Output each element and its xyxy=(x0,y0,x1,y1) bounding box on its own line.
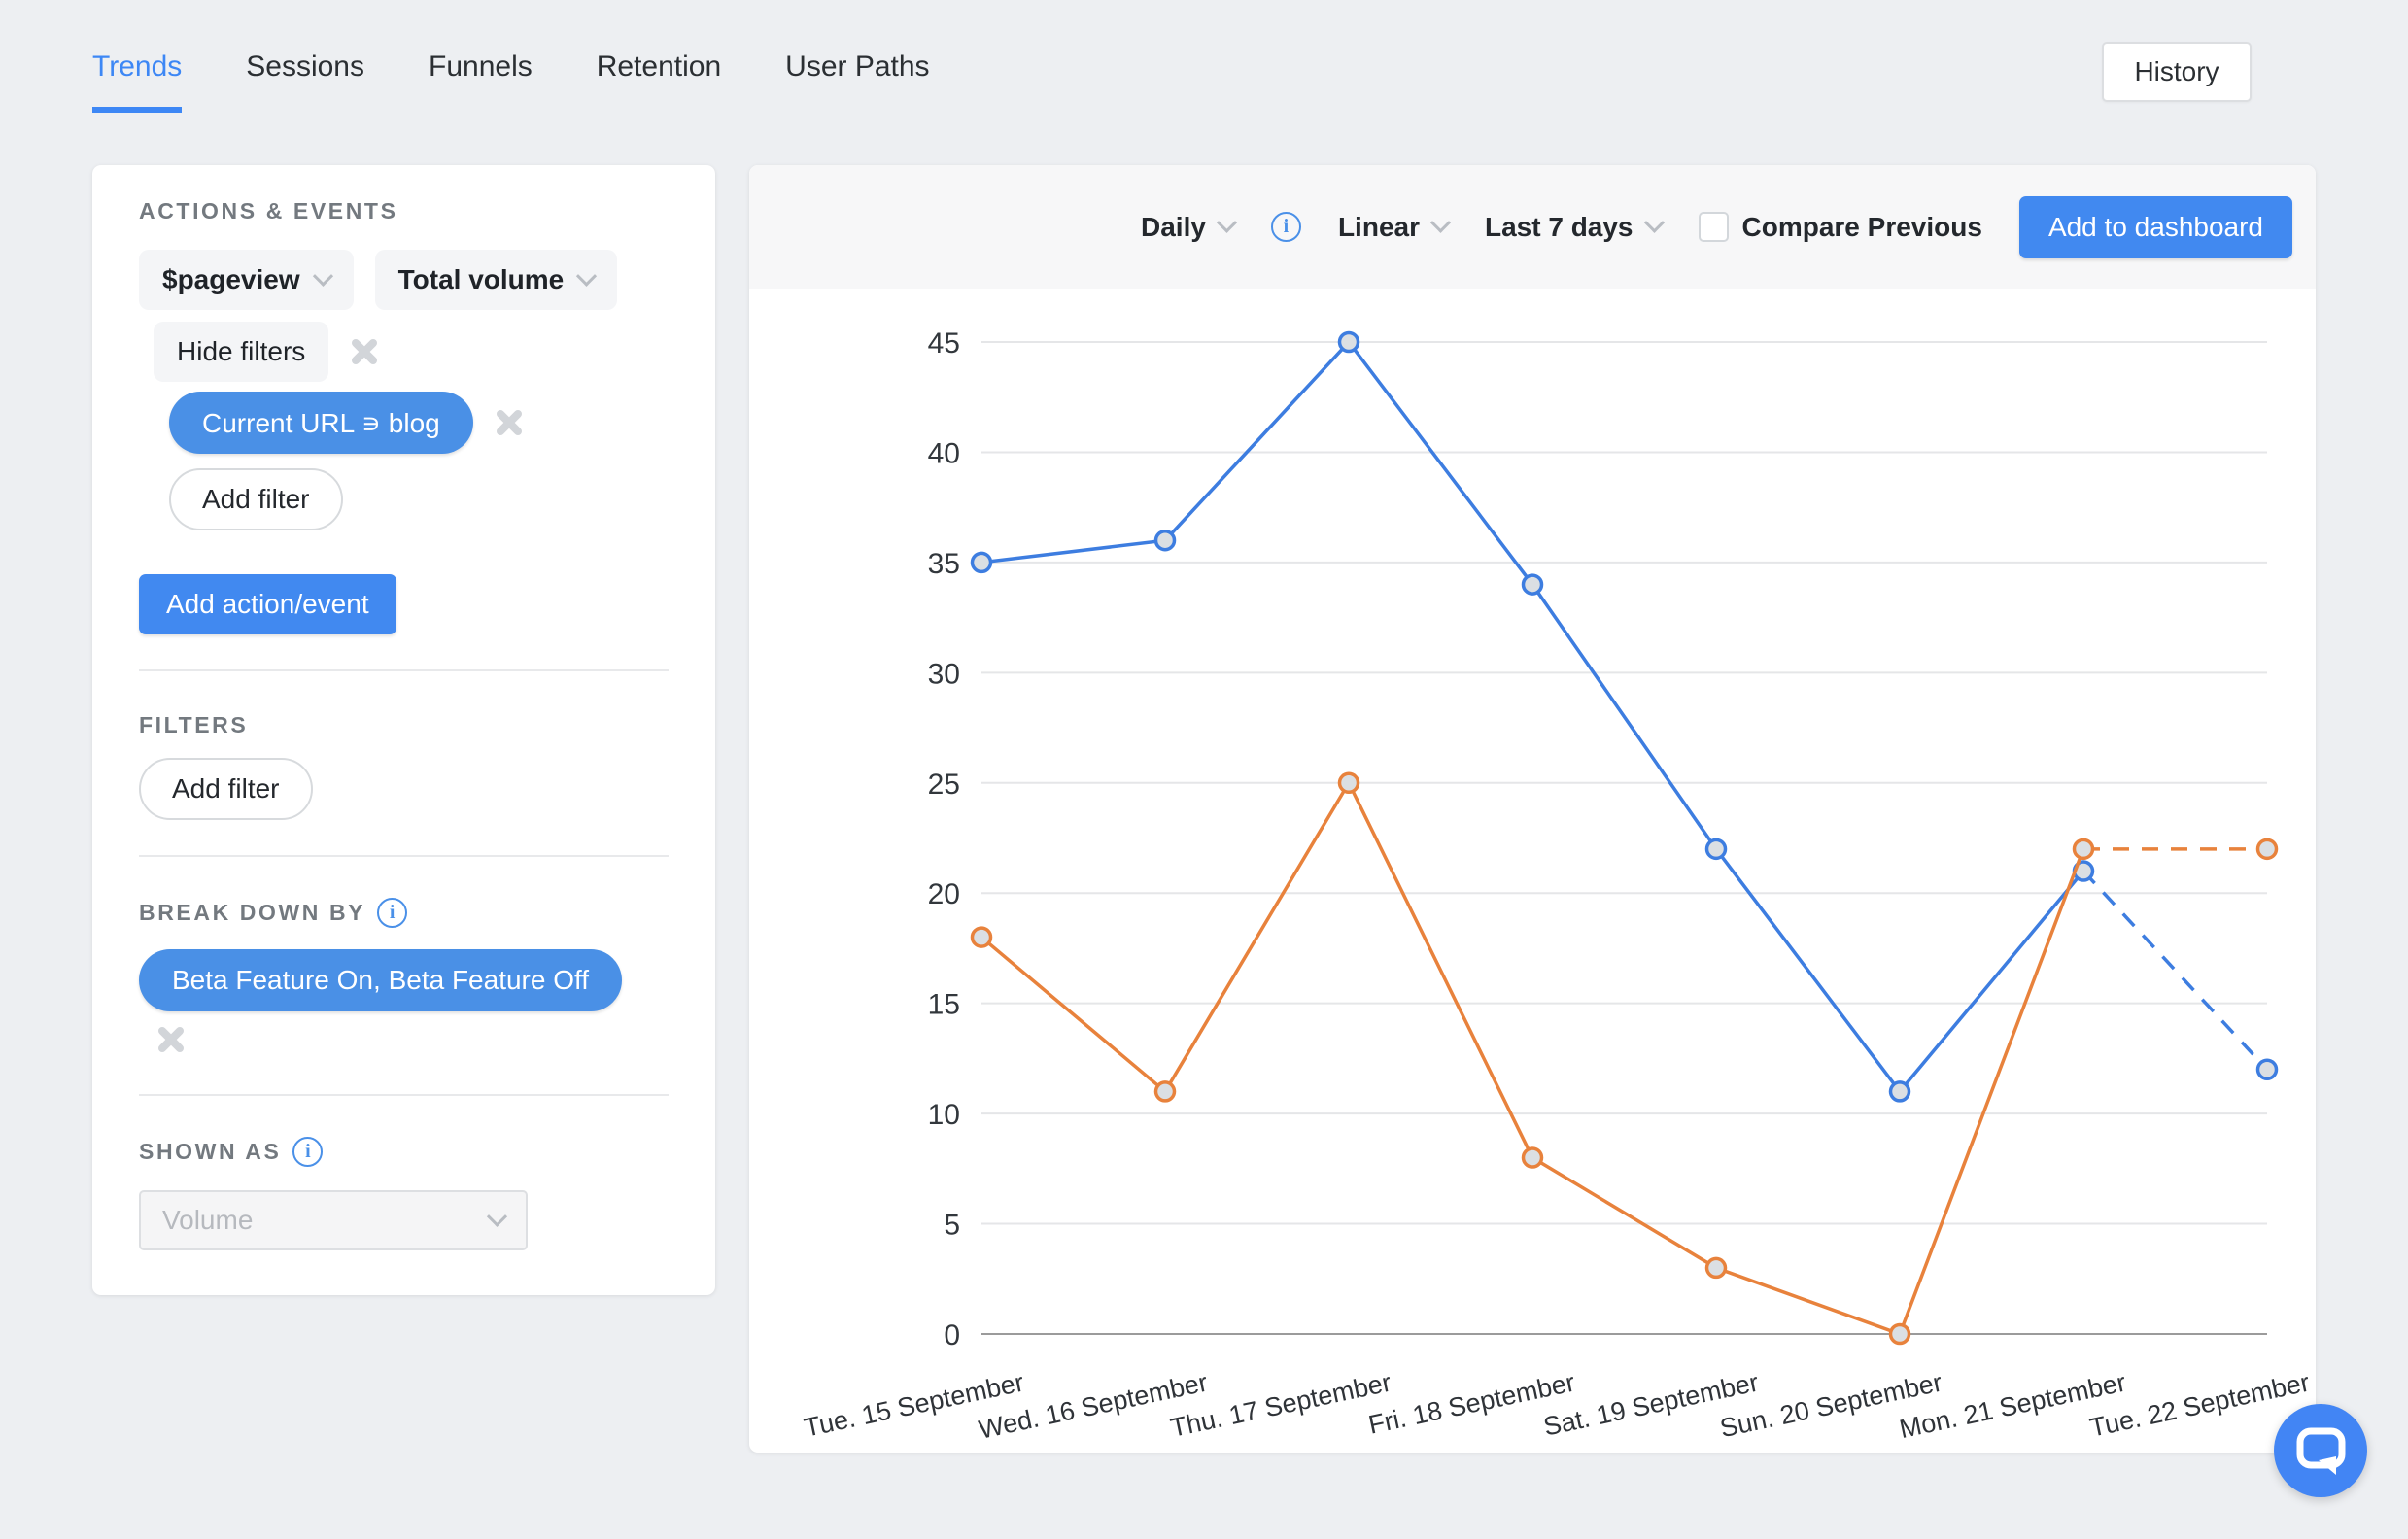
url-filter-pill[interactable]: Current URL ∍ blog xyxy=(169,392,473,454)
query-builder-panel: ACTIONS & EVENTS $pageview Total volume … xyxy=(92,165,715,1295)
main-nav: Trends Sessions Funnels Retention User P… xyxy=(92,51,930,113)
svg-text:10: 10 xyxy=(928,1099,960,1131)
shown-as-heading: SHOWN AS i xyxy=(139,1137,669,1167)
volume-select[interactable]: Total volume xyxy=(374,250,618,310)
display-mode-value: Linear xyxy=(1337,211,1420,242)
remove-event-icon[interactable] xyxy=(350,337,379,366)
volume-select-value: Total volume xyxy=(397,264,565,294)
hide-filters-toggle[interactable]: Hide filters xyxy=(154,322,329,382)
svg-text:30: 30 xyxy=(928,658,960,690)
chevron-down-icon xyxy=(576,265,598,287)
date-range-value: Last 7 days xyxy=(1484,211,1634,242)
close-icon xyxy=(158,1027,184,1052)
event-add-filter-button[interactable]: Add filter xyxy=(169,468,343,530)
event-select-value: $pageview xyxy=(162,264,300,294)
add-to-dashboard-button[interactable]: Add to dashboard xyxy=(2018,195,2292,258)
svg-text:15: 15 xyxy=(928,989,960,1021)
add-action-event-button[interactable]: Add action/event xyxy=(139,574,396,634)
remove-breakdown-icon[interactable] xyxy=(156,1025,186,1054)
compare-previous-label: Compare Previous xyxy=(1741,211,1982,242)
shown-as-value: Volume xyxy=(162,1205,254,1235)
info-icon[interactable]: i xyxy=(1270,212,1301,242)
divider xyxy=(139,855,669,857)
chart-toolbar: Daily i Linear Last 7 days Compare Previ… xyxy=(749,165,2316,289)
chevron-down-icon xyxy=(312,265,333,287)
interval-select[interactable]: Daily xyxy=(1141,211,1238,243)
breakdown-heading: BREAK DOWN BY i xyxy=(139,898,669,928)
close-icon xyxy=(496,410,522,435)
divider xyxy=(139,669,669,671)
shown-as-select[interactable]: Volume xyxy=(139,1190,528,1250)
date-range-select[interactable]: Last 7 days xyxy=(1484,211,1665,243)
chevron-down-icon xyxy=(486,1206,508,1227)
divider xyxy=(139,1094,669,1096)
compare-previous-checkbox[interactable] xyxy=(1698,212,1729,242)
actions-events-heading: ACTIONS & EVENTS xyxy=(139,198,398,223)
svg-text:40: 40 xyxy=(928,437,960,469)
chat-bubble-icon xyxy=(2296,1427,2346,1475)
tab-user-paths[interactable]: User Paths xyxy=(785,51,930,83)
shown-as-heading-label: SHOWN AS xyxy=(139,1139,282,1164)
history-button[interactable]: History xyxy=(2102,42,2252,102)
tab-trends[interactable]: Trends xyxy=(92,51,183,113)
url-filter-row: Current URL ∍ blog xyxy=(169,392,669,454)
chevron-down-icon xyxy=(1429,212,1452,233)
svg-text:25: 25 xyxy=(928,769,960,801)
tab-sessions[interactable]: Sessions xyxy=(246,51,364,83)
svg-text:45: 45 xyxy=(928,327,960,359)
svg-text:35: 35 xyxy=(928,548,960,580)
breakdown-heading-label: BREAK DOWN BY xyxy=(139,900,366,925)
global-add-filter-button[interactable]: Add filter xyxy=(139,758,313,820)
close-icon xyxy=(352,339,378,364)
info-icon[interactable]: i xyxy=(292,1137,324,1167)
remove-url-filter-icon[interactable] xyxy=(495,408,524,437)
breakdown-pill[interactable]: Beta Feature On, Beta Feature Off xyxy=(139,949,623,1011)
chevron-down-icon xyxy=(1216,212,1238,233)
svg-text:0: 0 xyxy=(944,1319,960,1351)
compare-previous-control: Compare Previous xyxy=(1698,211,1982,243)
filters-heading: FILTERS xyxy=(139,712,249,737)
trend-chart-card: Daily i Linear Last 7 days Compare Previ… xyxy=(749,165,2316,1453)
interval-value: Daily xyxy=(1141,211,1206,242)
display-mode-select[interactable]: Linear xyxy=(1337,211,1452,243)
chevron-down-icon xyxy=(1643,212,1665,233)
tab-retention[interactable]: Retention xyxy=(596,51,722,83)
svg-text:5: 5 xyxy=(944,1210,960,1242)
svg-text:20: 20 xyxy=(928,878,960,910)
hide-filters-row: Hide filters xyxy=(154,322,669,382)
event-selector-row: $pageview Total volume xyxy=(139,250,669,310)
event-select[interactable]: $pageview xyxy=(139,250,354,310)
hide-filters-label: Hide filters xyxy=(177,336,306,366)
info-icon[interactable]: i xyxy=(377,898,408,928)
chat-launcher-button[interactable] xyxy=(2274,1404,2367,1497)
tab-funnels[interactable]: Funnels xyxy=(429,51,533,83)
